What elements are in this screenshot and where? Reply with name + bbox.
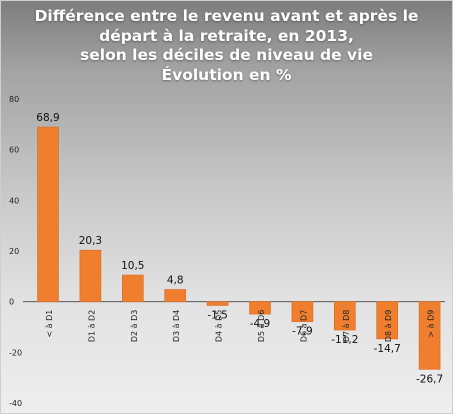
- title-line-4: Évolution en %: [161, 65, 292, 84]
- data-label: -4,9: [250, 318, 271, 330]
- category-label: D1 à D2: [87, 310, 96, 343]
- data-label: 20,3: [79, 235, 102, 247]
- y-tick-label: 60: [9, 146, 19, 155]
- data-label: 4,8: [167, 275, 184, 287]
- category-label: > à D9: [427, 310, 436, 338]
- title-line-2: départ à la retraite, en 2013,: [99, 26, 354, 45]
- bar: [206, 301, 229, 306]
- data-label: 10,5: [121, 260, 144, 272]
- data-label: 68,9: [36, 112, 59, 124]
- bar: [37, 126, 59, 302]
- chart-title: Différence entre le revenu avant et aprè…: [1, 7, 452, 85]
- y-tick-label: 80: [9, 95, 19, 104]
- y-tick-label: -20: [9, 348, 22, 357]
- category-label: D4 à D5: [215, 310, 224, 343]
- category-label: < à D1: [45, 310, 54, 338]
- bar: [333, 301, 356, 331]
- title-line-1: Différence entre le revenu avant et aprè…: [34, 7, 419, 25]
- y-tick-label: 20: [9, 247, 19, 256]
- y-tick-label: -40: [9, 399, 22, 408]
- bar: [122, 274, 144, 302]
- bar: [164, 289, 186, 302]
- category-label: D7 à D8: [342, 310, 351, 343]
- category-label: D6 à D7: [299, 310, 308, 343]
- category-label: D5 à D6: [257, 310, 266, 343]
- data-label: -14,7: [374, 343, 401, 355]
- y-tick-label: 40: [9, 196, 19, 205]
- category-label: D2 à D3: [130, 310, 139, 343]
- data-label: -11,2: [331, 334, 358, 346]
- title-line-3: selon les déciles de niveau de vie: [80, 46, 373, 64]
- bar: [249, 301, 271, 315]
- category-label: D3 à D4: [172, 310, 181, 343]
- bar: [79, 249, 102, 302]
- y-tick-label: 0: [9, 298, 14, 307]
- bar: [418, 301, 441, 370]
- category-label: D8 à D9: [384, 310, 393, 343]
- data-label: -1,5: [207, 309, 228, 321]
- bar: [291, 301, 314, 322]
- data-label: -7,9: [292, 326, 313, 338]
- data-label: -26,7: [416, 373, 443, 385]
- bar: [376, 301, 399, 340]
